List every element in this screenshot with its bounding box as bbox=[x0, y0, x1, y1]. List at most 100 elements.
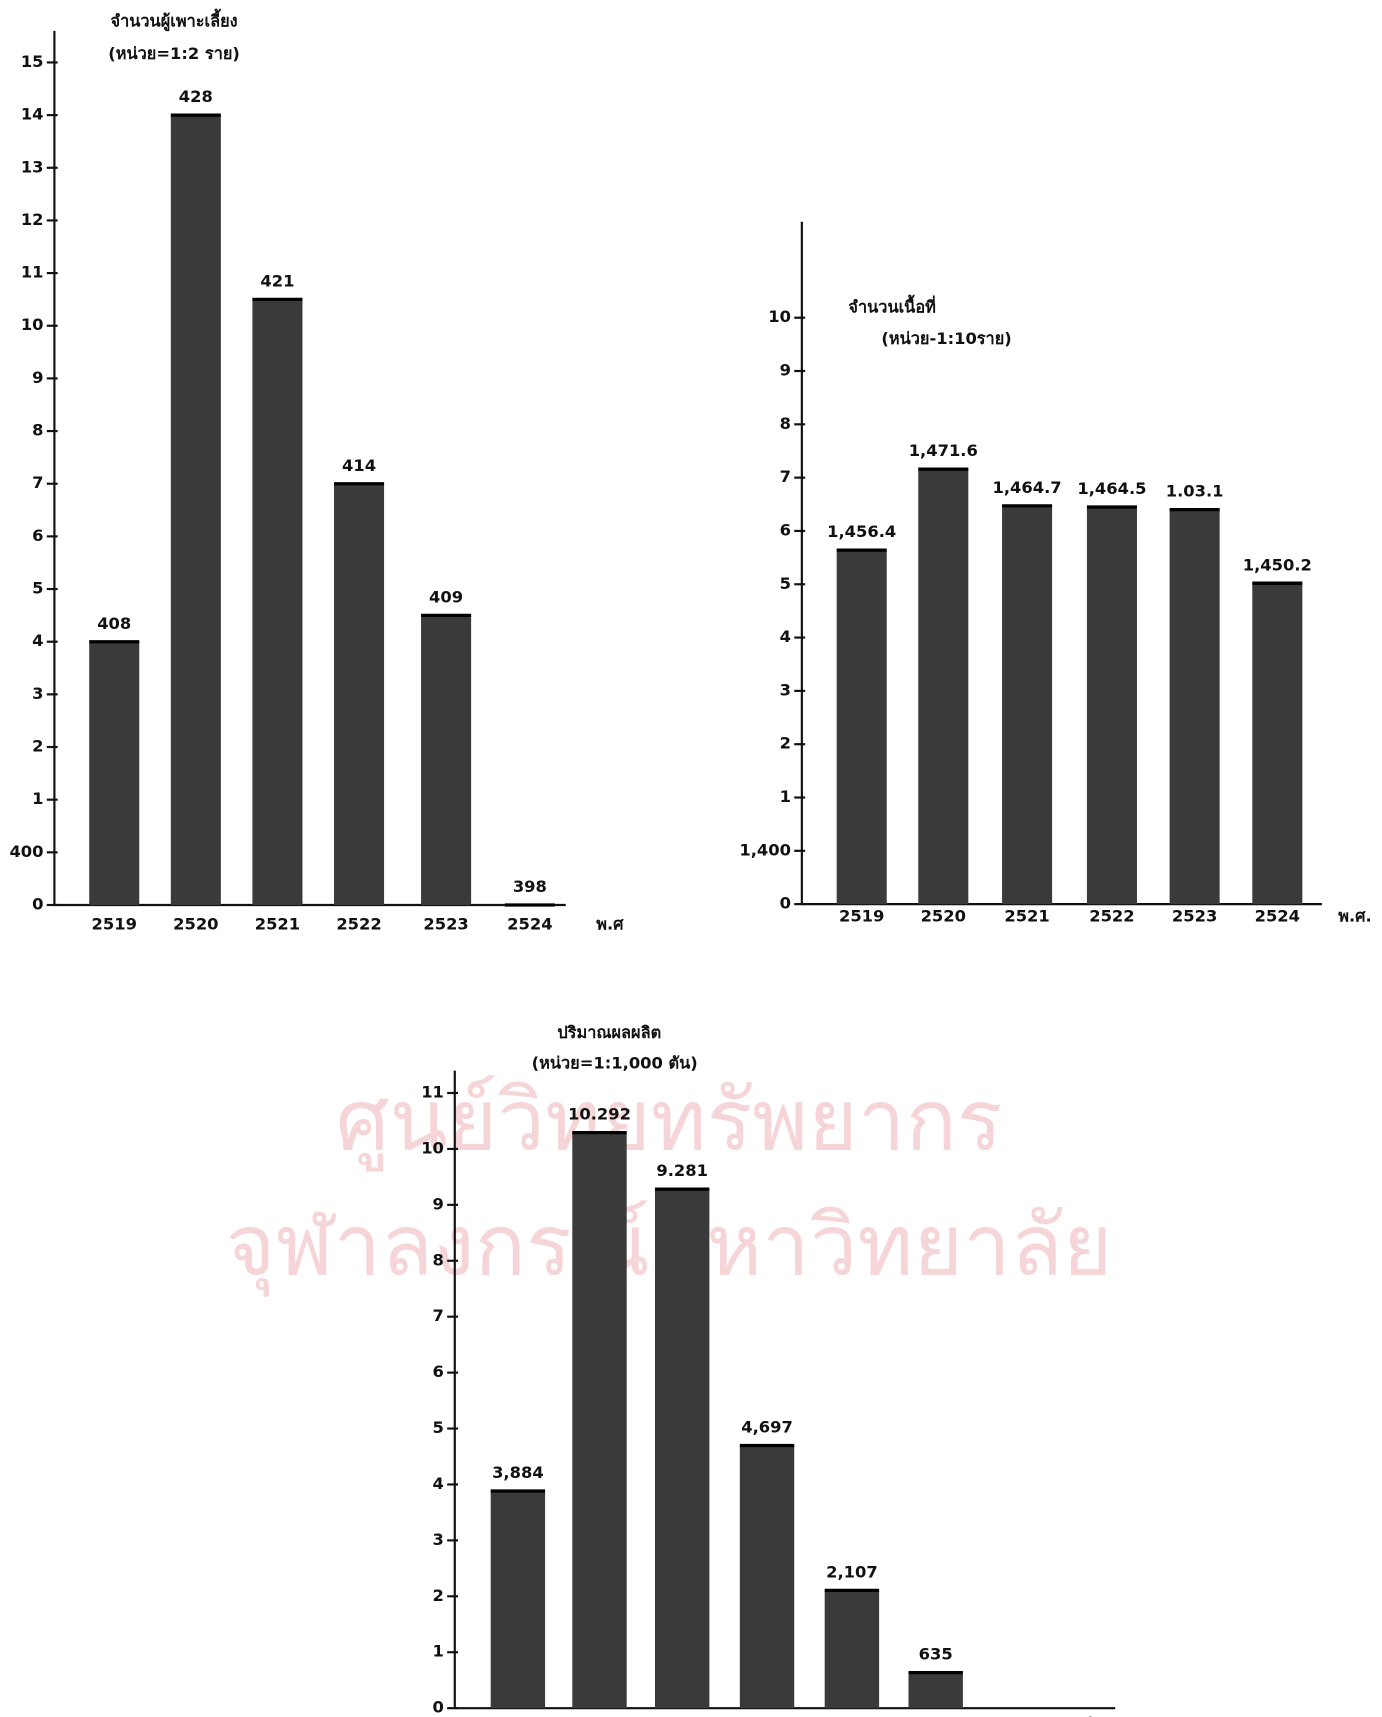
watermark-line: ศูนย์วิทยทรัพยากร bbox=[336, 1072, 1003, 1173]
bar bbox=[908, 1672, 963, 1709]
x-tick-label: 2520 bbox=[577, 1714, 622, 1717]
bar bbox=[334, 483, 385, 905]
x-tick-label: 2521 bbox=[1004, 907, 1049, 926]
x-tick-label: 2522 bbox=[336, 914, 381, 933]
x-tick-label: 2524 bbox=[1255, 907, 1300, 926]
x-tick-label: 2522 bbox=[744, 1714, 789, 1717]
y-tick-label: 6 bbox=[32, 526, 43, 545]
value-label: 1,450.2 bbox=[1243, 555, 1312, 574]
bar bbox=[421, 615, 472, 905]
y-tick-label: 2 bbox=[32, 737, 43, 756]
value-label: 2,107 bbox=[826, 1562, 878, 1581]
x-tick-label: 2524 bbox=[507, 914, 552, 933]
y-tick-label: 10 bbox=[421, 1138, 444, 1157]
y-tick-label: 8 bbox=[433, 1250, 444, 1269]
value-label: 1,471.6 bbox=[909, 441, 978, 460]
bar bbox=[918, 469, 969, 905]
y-tick-label: 2 bbox=[780, 734, 791, 753]
x-tick-label: 2523 bbox=[829, 1714, 874, 1717]
bar bbox=[1086, 506, 1137, 905]
y-tick-label: 8 bbox=[32, 421, 43, 440]
value-label: 1,456.4 bbox=[827, 522, 896, 541]
x-tick-label: 2520 bbox=[173, 914, 218, 933]
x-tick-label: 2521 bbox=[659, 1714, 704, 1717]
x-tick-label: 2522 bbox=[1089, 907, 1134, 926]
y-tick-label: 1,400 bbox=[739, 840, 791, 859]
y-tick-label: 6 bbox=[780, 520, 791, 539]
y-tick-label: 1 bbox=[780, 787, 791, 806]
bar bbox=[836, 550, 887, 905]
y-tick-label: 11 bbox=[21, 263, 44, 282]
bar bbox=[252, 299, 303, 905]
value-label: 4,697 bbox=[741, 1418, 793, 1437]
x-tick-label: 2524 bbox=[913, 1714, 958, 1717]
y-tick-label: 0 bbox=[32, 894, 43, 913]
y-tick-label: 13 bbox=[21, 157, 44, 176]
y-tick-label: 4 bbox=[32, 631, 43, 650]
y-tick-label: 7 bbox=[32, 473, 43, 492]
x-tick-label: 2520 bbox=[921, 907, 966, 926]
y-tick-label: 4 bbox=[780, 627, 791, 646]
y-tick-label: 4 bbox=[433, 1474, 444, 1493]
y-tick-label: 15 bbox=[21, 52, 44, 71]
bar bbox=[1252, 583, 1303, 905]
y-tick-label: 400 bbox=[9, 842, 43, 861]
chart-title: จำนวนเนื้อที่ bbox=[848, 294, 935, 316]
chart-subtitle: (หน่วย-1:10ราย) bbox=[881, 329, 1011, 348]
value-label: 1,464.5 bbox=[1077, 479, 1146, 498]
chart-subtitle: (หน่วย=1:2 ราย) bbox=[108, 44, 240, 63]
value-label: 1.03.1 bbox=[1166, 482, 1224, 501]
value-label: 421 bbox=[260, 272, 294, 291]
y-tick-label: 10 bbox=[21, 315, 44, 334]
value-label: 9.281 bbox=[656, 1161, 708, 1180]
y-tick-label: 9 bbox=[780, 361, 791, 380]
bar bbox=[572, 1132, 627, 1709]
x-tick-label: 2521 bbox=[255, 914, 300, 933]
bar bbox=[654, 1189, 710, 1709]
y-tick-label: 10 bbox=[768, 307, 791, 326]
y-tick-label: 3 bbox=[32, 684, 43, 703]
x-tick-label: 2523 bbox=[423, 914, 468, 933]
bar bbox=[89, 641, 140, 905]
value-label: 414 bbox=[342, 456, 376, 475]
y-tick-label: 3 bbox=[780, 680, 791, 699]
y-tick-label: 14 bbox=[21, 105, 44, 124]
value-label: 409 bbox=[429, 587, 463, 606]
y-tick-label: 8 bbox=[780, 414, 791, 433]
x-tick-label: 2519 bbox=[92, 914, 137, 933]
x-tick-label: 2519 bbox=[495, 1714, 540, 1717]
y-tick-label: 7 bbox=[433, 1306, 444, 1325]
y-tick-label: 0 bbox=[433, 1698, 444, 1717]
chart-title: ปริมาณผลผลิต bbox=[557, 1023, 661, 1042]
x-tick-label: 2519 bbox=[839, 907, 884, 926]
value-label: 10.292 bbox=[568, 1105, 631, 1124]
value-label: 1,464.7 bbox=[992, 478, 1061, 497]
chart-title: จำนวนผู้เพาะเลี้ยง bbox=[111, 8, 238, 32]
bar bbox=[490, 1490, 546, 1709]
y-tick-label: 3 bbox=[433, 1530, 444, 1549]
bar bbox=[1169, 509, 1220, 905]
y-tick-label: 5 bbox=[780, 574, 791, 593]
value-label: 408 bbox=[97, 614, 131, 633]
bar bbox=[1002, 505, 1053, 905]
y-tick-label: 1 bbox=[433, 1642, 444, 1661]
value-label: 635 bbox=[919, 1645, 953, 1664]
bar bbox=[170, 115, 221, 905]
y-tick-label: 0 bbox=[780, 894, 791, 913]
y-tick-label: 9 bbox=[433, 1194, 444, 1213]
value-label: 428 bbox=[179, 87, 213, 106]
x-axis-label: พ.ศ bbox=[596, 914, 624, 933]
bar bbox=[824, 1590, 880, 1709]
y-tick-label: 11 bbox=[421, 1083, 444, 1102]
value-label: 3,884 bbox=[492, 1463, 544, 1482]
y-tick-label: 6 bbox=[433, 1362, 444, 1381]
x-axis-label: พ.ศ. bbox=[1338, 907, 1372, 926]
y-tick-label: 5 bbox=[32, 579, 43, 598]
x-tick-label: 2523 bbox=[1172, 907, 1217, 926]
x-axis-label: พ.ศ. bbox=[1064, 1712, 1098, 1717]
y-tick-label: 5 bbox=[433, 1418, 444, 1437]
chart-subtitle: (หน่วย=1:1,000 ตัน) bbox=[532, 1054, 698, 1073]
value-label: 398 bbox=[513, 877, 547, 896]
y-tick-label: 9 bbox=[32, 368, 43, 387]
